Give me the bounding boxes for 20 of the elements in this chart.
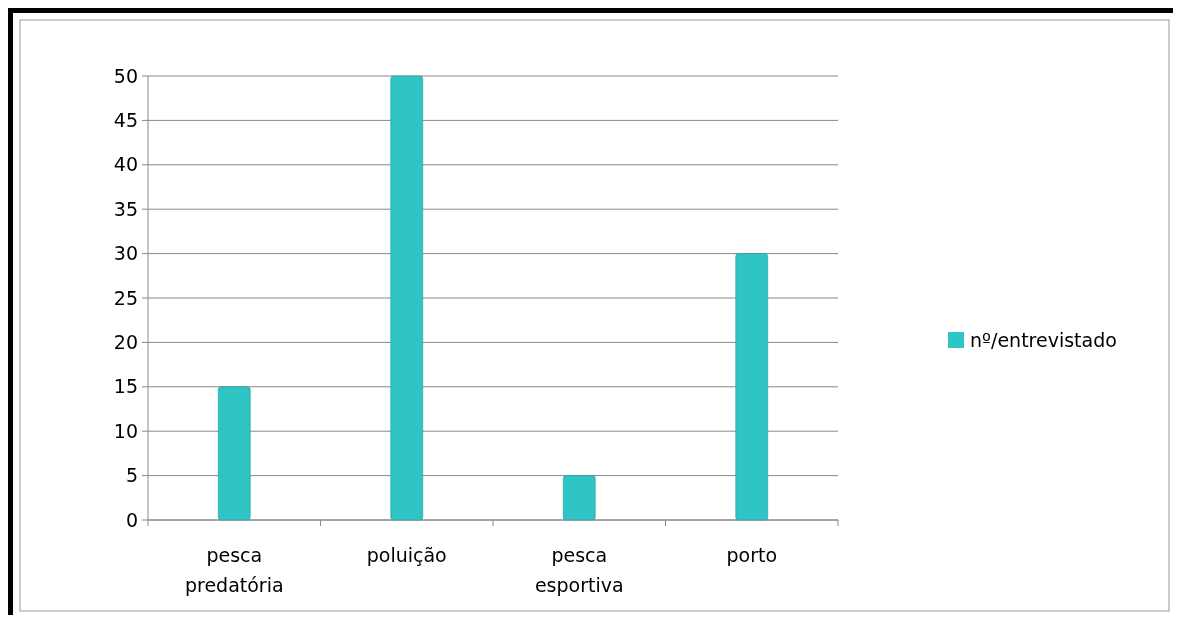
x-tick-label: porto [726,544,778,566]
y-tick-label: 10 [113,419,138,442]
x-tick-label: pesca esportiva [534,544,624,596]
y-tick-label: 0 [125,508,138,531]
y-tick-label: 45 [113,109,138,132]
x-tick-label: poluição [366,544,447,566]
y-tick-label: 35 [113,197,138,220]
bar [562,475,596,521]
bar [217,386,251,521]
y-tick-label: 25 [113,286,138,309]
bar [735,253,769,521]
y-tick-label: 30 [113,242,138,265]
x-tick-label: pesca predatória [184,544,284,596]
y-tick-label: 50 [113,64,138,87]
y-tick-label: 15 [113,375,138,398]
legend-label: nº/entrevistado [970,328,1117,351]
bar [390,75,424,521]
y-tick-label: 40 [113,153,138,176]
y-tick-label: 20 [113,331,138,354]
y-tick-label: 5 [125,464,138,487]
